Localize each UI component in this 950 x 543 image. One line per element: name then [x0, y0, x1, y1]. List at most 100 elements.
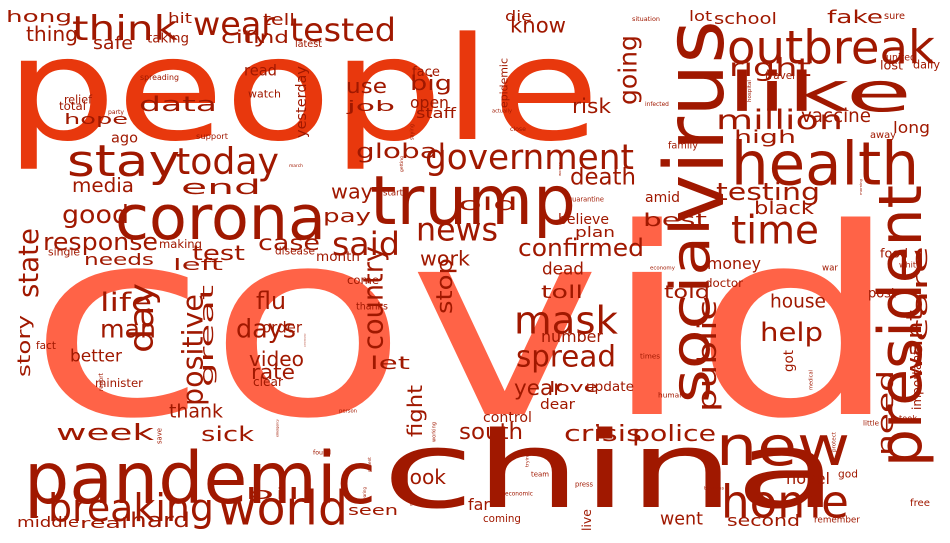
- word-travel: travel: [765, 69, 795, 82]
- word-infected: infected: [645, 102, 669, 109]
- word-time: time: [731, 208, 819, 254]
- word-making: making: [159, 237, 202, 252]
- word-staff: staff: [416, 106, 457, 122]
- word-governor: governor: [409, 490, 414, 506]
- word-save: save: [155, 428, 164, 444]
- word-covid: covid: [28, 174, 901, 476]
- word-seen: seen: [348, 503, 399, 519]
- word-order: order: [262, 318, 302, 337]
- word-school: school: [714, 9, 777, 28]
- word-stay: stay: [67, 136, 181, 187]
- word-know: know: [510, 12, 566, 38]
- word-needs: needs: [84, 250, 155, 269]
- word-help: help: [760, 318, 824, 348]
- word-food: food: [880, 245, 908, 261]
- word-minister: minister: [95, 376, 143, 391]
- word-administration: administration: [304, 333, 307, 347]
- word-read: read: [244, 62, 277, 80]
- word-country: country: [358, 246, 390, 350]
- word-corona: corona: [115, 182, 326, 255]
- word-china: china: [382, 409, 839, 532]
- word-week: week: [56, 421, 154, 446]
- word-state: state: [12, 228, 46, 298]
- word-working: working: [431, 422, 438, 442]
- word-sure: sure: [884, 11, 905, 23]
- word-second: second: [727, 511, 800, 530]
- word-economic: economic: [505, 491, 533, 498]
- word-ago: ago: [111, 130, 138, 147]
- word-confirmed: confirmed: [518, 234, 644, 262]
- word-need: need: [874, 370, 899, 456]
- word-live: live: [578, 509, 594, 531]
- word-money: money: [707, 254, 761, 274]
- word-daily: daily: [913, 58, 940, 72]
- word-month: month: [316, 249, 360, 266]
- word-home: home: [721, 475, 849, 529]
- word-stop: stop: [433, 257, 458, 314]
- word-hit: hit: [168, 11, 193, 27]
- word-flu: flu: [256, 287, 286, 316]
- word-got: got: [781, 350, 797, 372]
- word-year: year: [514, 376, 562, 402]
- word-police: police: [632, 422, 717, 447]
- word-hong: hong: [6, 7, 73, 26]
- word-spread: spread: [516, 339, 616, 374]
- word-march: march: [289, 163, 303, 169]
- word-risk: risk: [572, 94, 612, 118]
- word-data: data: [139, 92, 218, 116]
- word-right: right: [729, 53, 812, 82]
- word-latest: latest: [295, 39, 322, 51]
- word-new: new: [716, 415, 851, 478]
- word-morning: morning: [858, 179, 864, 195]
- word-testing: testing: [716, 178, 821, 206]
- word-person: person: [339, 408, 357, 415]
- word-close: close: [510, 125, 526, 133]
- word-going: going: [613, 35, 643, 105]
- word-single: single: [48, 245, 80, 259]
- word-hope: hope: [64, 112, 129, 128]
- word-told: told: [664, 282, 710, 303]
- word-start: start: [383, 188, 403, 199]
- word-trump: trump: [370, 161, 576, 241]
- word-old: old: [458, 194, 519, 215]
- word-look: look: [404, 464, 446, 489]
- word-best: best: [643, 210, 708, 231]
- word-dead: dead: [542, 258, 584, 279]
- word-coming: coming: [483, 512, 521, 525]
- word-city: city: [221, 27, 270, 48]
- word-government: government: [425, 137, 634, 178]
- word-open: open: [410, 94, 449, 113]
- word-rate: rate: [251, 360, 295, 384]
- word-hard: hard: [130, 508, 191, 532]
- word-total: total: [59, 99, 86, 114]
- word-epidemic: epidemic: [497, 58, 511, 108]
- word-sick: sick: [201, 422, 255, 446]
- word-doctor: doctor: [705, 276, 743, 291]
- word-trying: trying: [525, 453, 531, 467]
- word-number: number: [541, 327, 603, 347]
- word-toll: toll: [541, 282, 584, 303]
- word-media: media: [72, 174, 134, 198]
- word-away: away: [870, 130, 896, 142]
- word-long: long: [893, 118, 930, 137]
- word-thing: thing: [26, 22, 79, 46]
- word-far: far: [468, 495, 490, 515]
- word-disease: disease: [275, 245, 315, 258]
- word-amid: amid: [645, 189, 680, 206]
- word-south: south: [459, 420, 524, 445]
- word-love: love: [549, 380, 599, 396]
- word-spreading: spreading: [140, 73, 179, 83]
- word-emergency: emergency: [275, 419, 280, 437]
- word-story: story: [14, 314, 35, 377]
- word-tested: tested: [290, 11, 397, 49]
- word-report: report: [99, 373, 106, 391]
- word-united: united: [886, 52, 916, 64]
- word-pandemic: pandemic: [24, 436, 376, 520]
- word-quarantine: quarantine: [568, 195, 604, 204]
- word-response: response: [43, 228, 159, 256]
- word-business: business: [704, 486, 724, 492]
- word-today: today: [176, 139, 279, 183]
- word-work: work: [420, 246, 470, 271]
- word-people: people: [5, 6, 600, 173]
